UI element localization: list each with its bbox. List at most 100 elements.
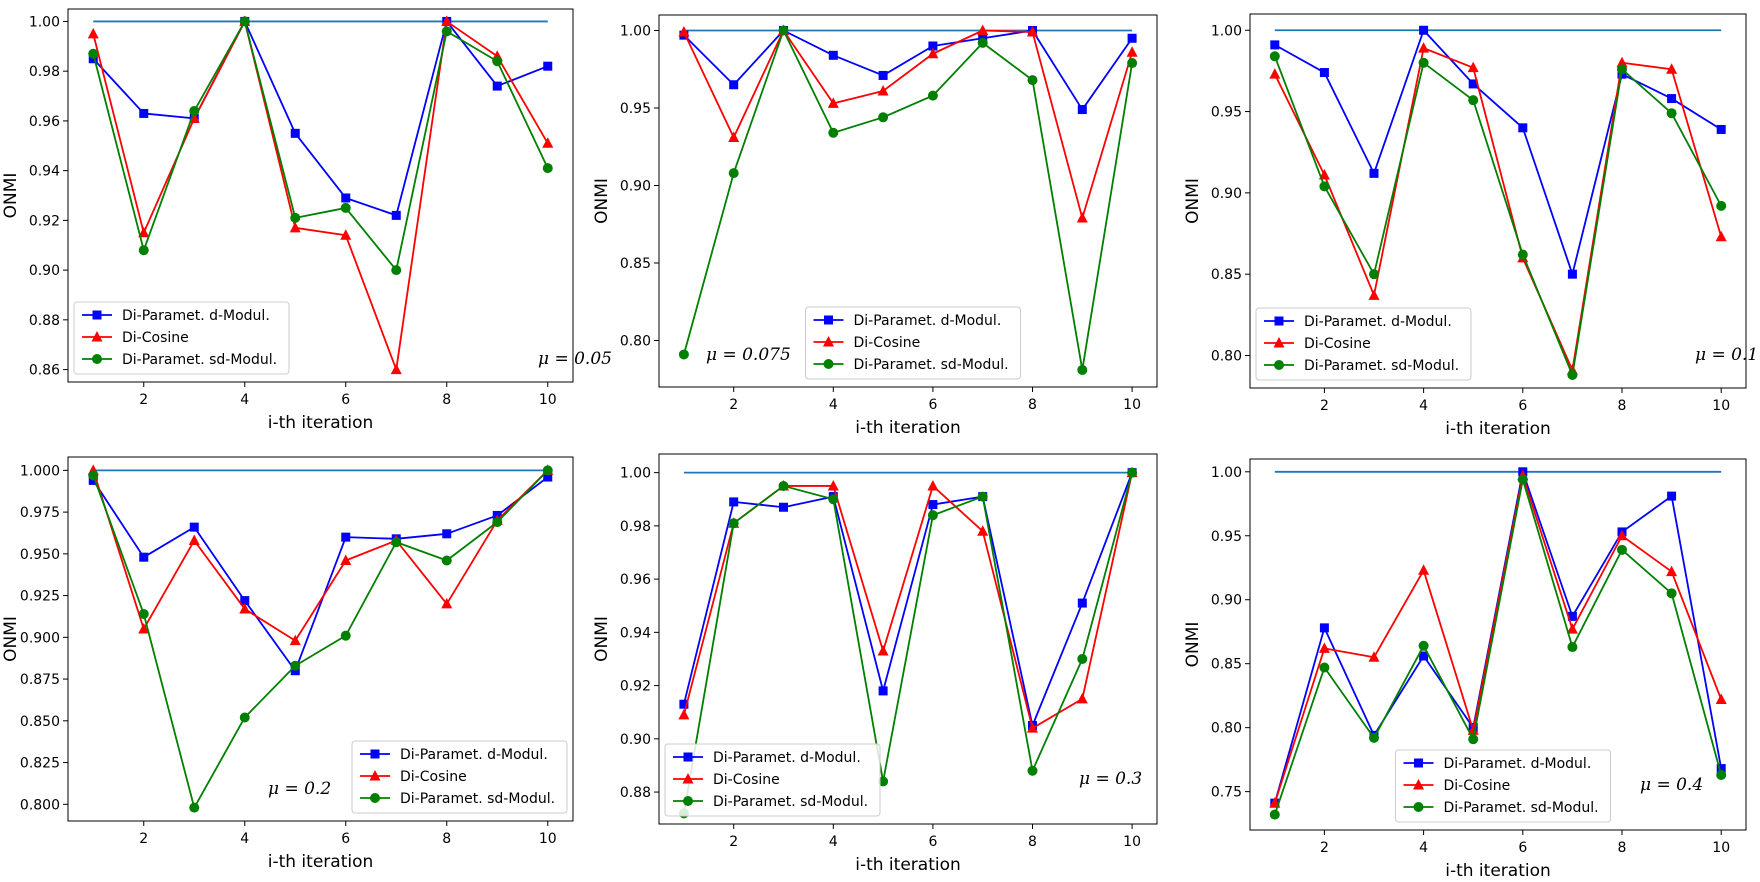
- data-point: [87, 27, 99, 39]
- data-point: [290, 212, 301, 223]
- data-point: [1368, 651, 1380, 662]
- data-point: [1666, 588, 1677, 599]
- y-tick-label: 0.95: [620, 101, 651, 117]
- data-point: [927, 47, 939, 59]
- legend-entry: Di-Paramet. sd-Modul.: [82, 352, 277, 368]
- data-point: [828, 494, 839, 505]
- legend-marker: [1274, 360, 1284, 370]
- x-tick-label: 2: [139, 392, 148, 408]
- data-point: [1077, 598, 1087, 608]
- x-tick-label: 4: [829, 397, 838, 413]
- data-point: [1127, 58, 1138, 69]
- x-tick-label: 10: [1712, 840, 1730, 856]
- data-point: [1616, 56, 1628, 68]
- series-line: [92, 469, 549, 642]
- mu-annotation: μ = 0.05: [538, 349, 612, 369]
- subplot-c: 0.80 0.85 0.90 0.95 1.00 2 4 6 8 10 i-th iteration…: [1183, 13, 1758, 439]
- x-tick-label: 4: [1419, 398, 1428, 414]
- data-point: [1077, 653, 1088, 664]
- legend-label: Di-Paramet. d-Modul.: [713, 750, 861, 766]
- legend-entry: Di-Paramet. d-Modul.: [1264, 314, 1452, 330]
- x-tick-label: 6: [341, 392, 350, 408]
- series-di-paramet-d-modul: [679, 26, 1137, 115]
- legend-entry: Di-Paramet. d-Modul.: [360, 747, 548, 763]
- legend-marker: [370, 749, 380, 759]
- data-point: [1077, 105, 1087, 115]
- data-point: [729, 80, 739, 90]
- data-point: [779, 502, 788, 512]
- data-point: [1666, 63, 1678, 74]
- legend-marker: [369, 770, 381, 781]
- data-point: [1318, 642, 1330, 653]
- series-di-cosine: [87, 464, 554, 646]
- data-point: [1077, 364, 1088, 375]
- data-point: [878, 112, 889, 123]
- data-point: [1076, 692, 1088, 704]
- y-tick-label: 0.975: [20, 505, 60, 521]
- series-di-paramet-sd-modul: [1269, 51, 1727, 380]
- x-axis-label: i-th iteration: [1445, 419, 1551, 439]
- data-point: [977, 491, 988, 502]
- legend-marker: [92, 310, 102, 320]
- data-point: [1076, 212, 1088, 223]
- data-point: [877, 644, 889, 656]
- legend-entry: Di-Paramet. d-Modul.: [673, 750, 861, 766]
- data-point: [189, 522, 199, 532]
- x-tick-label: 8: [1028, 397, 1037, 413]
- x-tick-label: 4: [829, 834, 838, 850]
- axes-frame: [658, 453, 1158, 825]
- data-point: [1027, 75, 1038, 86]
- legend-marker: [1413, 802, 1424, 812]
- y-tick-label: 0.900: [20, 630, 60, 646]
- data-point: [542, 163, 553, 174]
- data-point: [340, 554, 352, 566]
- data-point: [442, 529, 452, 539]
- legend-entry: Di-Paramet. d-Modul.: [813, 313, 1001, 329]
- mu-annotation: μ = 0.075: [706, 345, 791, 365]
- subplot-b: 0.80 0.85 0.90 0.95 1.00 2 4 6 8 10 i-th iteration…: [592, 14, 1158, 438]
- legend-label: Di-Paramet. d-Modul.: [400, 747, 548, 763]
- legend-marker: [1414, 758, 1423, 768]
- legend-label: Di-Cosine: [713, 772, 780, 788]
- data-point: [1467, 61, 1479, 73]
- x-axis-label: i-th iteration: [268, 413, 374, 433]
- series-line: [1274, 29, 1722, 276]
- legend-marker: [682, 773, 694, 784]
- data-point: [139, 108, 149, 118]
- data-point: [391, 210, 401, 220]
- legend-entry: Di-Paramet. sd-Modul.: [1403, 800, 1599, 816]
- x-tick-label: 8: [442, 831, 451, 847]
- data-point: [138, 608, 149, 619]
- series-line: [1273, 474, 1723, 804]
- data-point: [441, 597, 453, 609]
- mu-annotation: μ = 0.2: [268, 779, 331, 799]
- data-point: [1319, 662, 1330, 673]
- y-tick-label: 1.00: [1211, 465, 1242, 481]
- x-tick-label: 2: [729, 397, 738, 413]
- y-tick-label: 0.85: [1211, 657, 1242, 673]
- data-point: [542, 465, 553, 476]
- data-point: [878, 70, 888, 80]
- y-tick-label: 0.90: [1211, 593, 1242, 609]
- data-point: [1270, 40, 1280, 50]
- x-tick-label: 2: [729, 834, 738, 850]
- subplot-d: 0.800 0.825 0.850 0.875 0.900 0.925 0.950 0.975…: [1, 456, 574, 872]
- data-point: [1269, 809, 1280, 820]
- y-tick-label: 0.86: [29, 363, 60, 379]
- x-tick-label: 6: [928, 397, 937, 413]
- x-axis-label: i-th iteration: [1445, 861, 1551, 881]
- axes-frame: [1249, 13, 1747, 389]
- x-tick-label: 10: [539, 392, 557, 408]
- data-point: [1269, 51, 1280, 62]
- legend-label: Di-Paramet. d-Modul.: [1444, 756, 1592, 772]
- legend: Di-Paramet. d-Modul. Di-Cosine Di-Paramet.…: [805, 306, 1021, 380]
- y-tick-label: 0.94: [29, 164, 60, 180]
- x-tick-label: 6: [1518, 840, 1527, 856]
- y-axis-label: ONMI: [592, 178, 612, 224]
- y-tick-label: 0.80: [1211, 348, 1242, 364]
- data-point: [139, 552, 149, 562]
- y-tick-label: 0.950: [20, 547, 60, 563]
- data-point: [239, 16, 250, 27]
- data-point: [88, 475, 98, 485]
